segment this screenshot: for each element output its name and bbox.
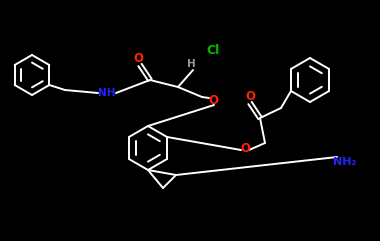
Text: Cl: Cl bbox=[206, 43, 220, 56]
Text: O: O bbox=[240, 141, 250, 154]
Text: H: H bbox=[187, 59, 195, 69]
Text: NH₂: NH₂ bbox=[333, 157, 357, 167]
Text: O: O bbox=[208, 94, 218, 107]
Text: NH: NH bbox=[98, 88, 116, 98]
Text: O: O bbox=[133, 52, 143, 65]
Text: O: O bbox=[245, 89, 255, 102]
